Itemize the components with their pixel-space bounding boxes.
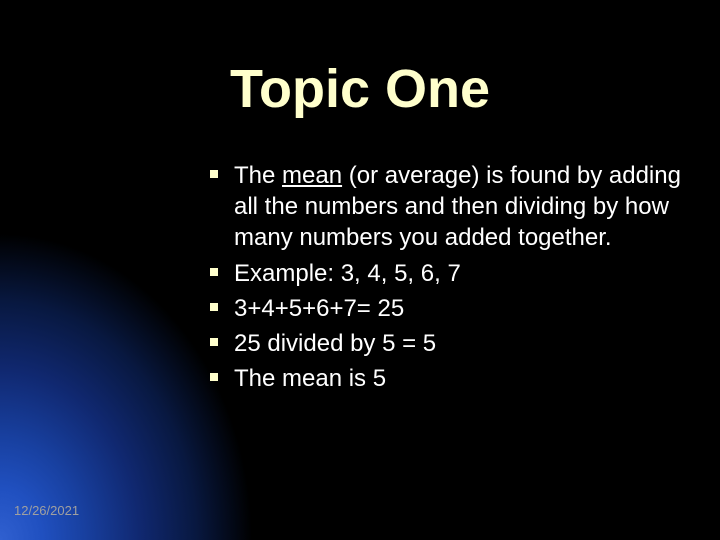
content-area: The mean (or average) is found by adding… xyxy=(210,160,690,398)
bullet-marker-icon xyxy=(210,373,218,381)
bullet-text: The mean is 5 xyxy=(234,363,386,394)
bullet-prefix: The xyxy=(234,162,282,189)
bullet-text: 3+4+5+6+7= 25 xyxy=(234,293,404,324)
bullet-text: The mean (or average) is found by adding… xyxy=(234,160,690,254)
bullet-item: 3+4+5+6+7= 25 xyxy=(210,293,690,324)
bullet-marker-icon xyxy=(210,338,218,346)
bullet-text: 25 divided by 5 = 5 xyxy=(234,328,436,359)
bullet-item: Example: 3, 4, 5, 6, 7 xyxy=(210,258,690,289)
footer-date: 12/26/2021 xyxy=(14,503,79,518)
bullet-item: The mean is 5 xyxy=(210,363,690,394)
bullet-marker-icon xyxy=(210,170,218,178)
bullet-emphasis: mean xyxy=(282,162,342,189)
slide-title: Topic One xyxy=(230,58,490,120)
bullet-item: The mean (or average) is found by adding… xyxy=(210,160,690,254)
bullet-text: Example: 3, 4, 5, 6, 7 xyxy=(234,258,461,289)
bullet-marker-icon xyxy=(210,268,218,276)
bullet-item: 25 divided by 5 = 5 xyxy=(210,328,690,359)
bullet-marker-icon xyxy=(210,303,218,311)
